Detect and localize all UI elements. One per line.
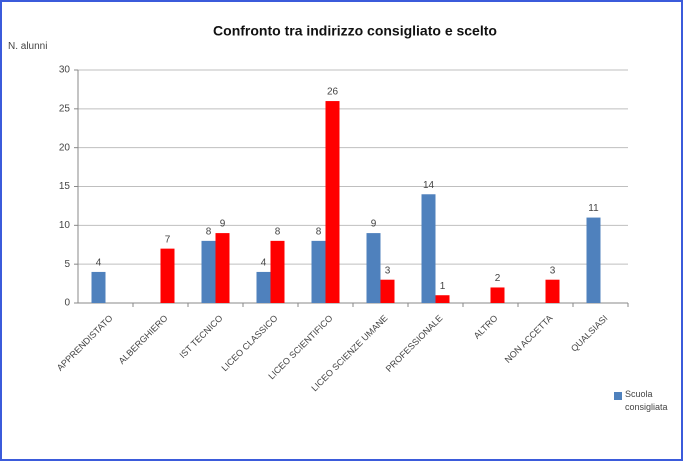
y-axis-label: N. alunni [8,41,48,52]
bar [545,279,560,303]
data-label: 8 [275,227,281,238]
bar [256,271,271,303]
bar [160,248,175,303]
bar [201,240,216,303]
bar [435,295,450,303]
bar [366,233,381,303]
data-label: 9 [220,219,226,230]
data-label: 14 [423,180,435,191]
bar [380,279,395,303]
bar [325,101,340,303]
chart-title: Confronto tra indirizzo consigliato e sc… [213,23,497,39]
y-tick-label: 15 [59,181,71,192]
legend-swatch [614,392,622,400]
y-tick-label: 0 [64,298,70,309]
data-label: 3 [385,265,391,276]
data-label: 11 [588,203,599,214]
data-label: 9 [371,219,377,230]
data-label: 1 [440,281,446,292]
y-tick-label: 20 [59,142,71,153]
bar [270,240,285,303]
data-label: 4 [261,258,267,269]
y-tick-label: 25 [59,103,71,114]
bar [490,287,505,303]
y-tick-label: 10 [59,220,71,231]
bar [215,233,230,303]
bar [91,271,106,303]
data-label: 26 [327,87,339,98]
data-label: 2 [495,273,501,284]
bar [311,240,326,303]
legend-label: Scuola consigliata [625,389,668,412]
y-axis-label-box: N. alunni [8,41,48,52]
data-label: 8 [316,227,322,238]
bar [586,217,601,303]
data-label: 4 [96,258,102,269]
data-label: 7 [165,234,171,245]
bar [421,194,436,303]
data-label: 8 [206,227,212,238]
y-tick-label: 30 [59,65,71,76]
legend-box: Scuola consigliata [625,389,668,412]
data-label: 3 [550,265,556,276]
y-tick-label: 5 [64,259,70,270]
